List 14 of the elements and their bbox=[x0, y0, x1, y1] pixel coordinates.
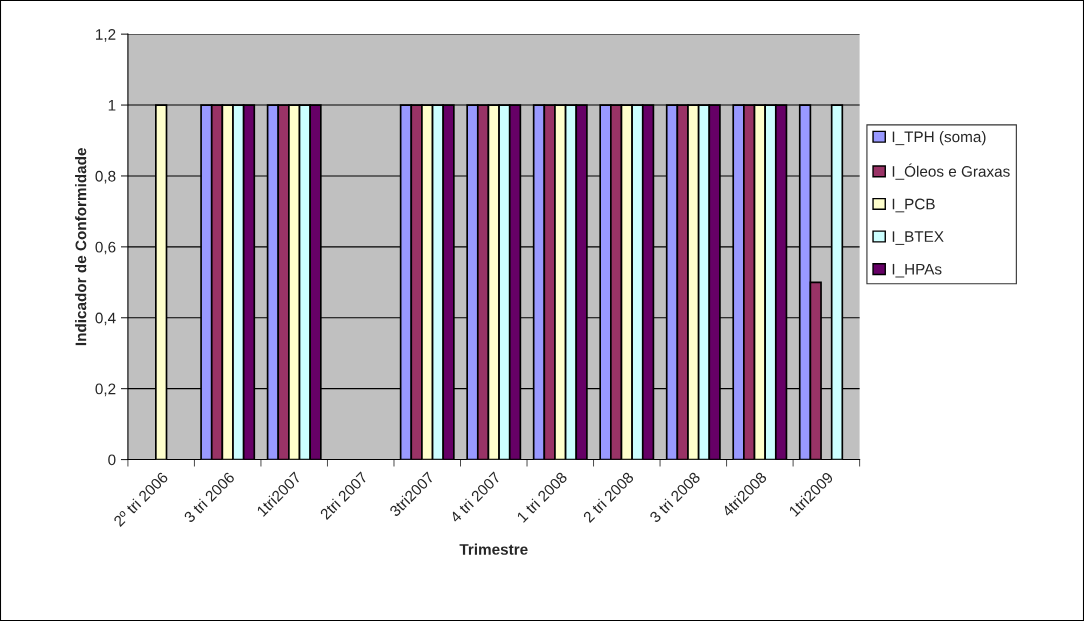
legend-label: I_Óleos e Graxas bbox=[892, 163, 1010, 180]
legend-label: I_HPAs bbox=[892, 263, 942, 278]
legend-label: I_TPH (soma) bbox=[892, 131, 986, 146]
y-tick-label: 1 bbox=[108, 100, 116, 111]
legend-label: I_PCB bbox=[892, 198, 935, 213]
y-tick-label: 0,4 bbox=[95, 312, 116, 326]
y-tick-label: 0,8 bbox=[95, 170, 116, 184]
x-axis-title: Trimestre bbox=[459, 543, 528, 555]
y-tick-label: 0,2 bbox=[95, 383, 116, 397]
y-tick-label: 1,2 bbox=[96, 29, 116, 42]
legend-label: I_BTEX bbox=[892, 231, 944, 245]
y-tick-label: 0,6 bbox=[95, 241, 116, 255]
y-axis-title: Indicador de Conformidade bbox=[75, 148, 87, 346]
y-tick-label: 0 bbox=[108, 454, 116, 466]
